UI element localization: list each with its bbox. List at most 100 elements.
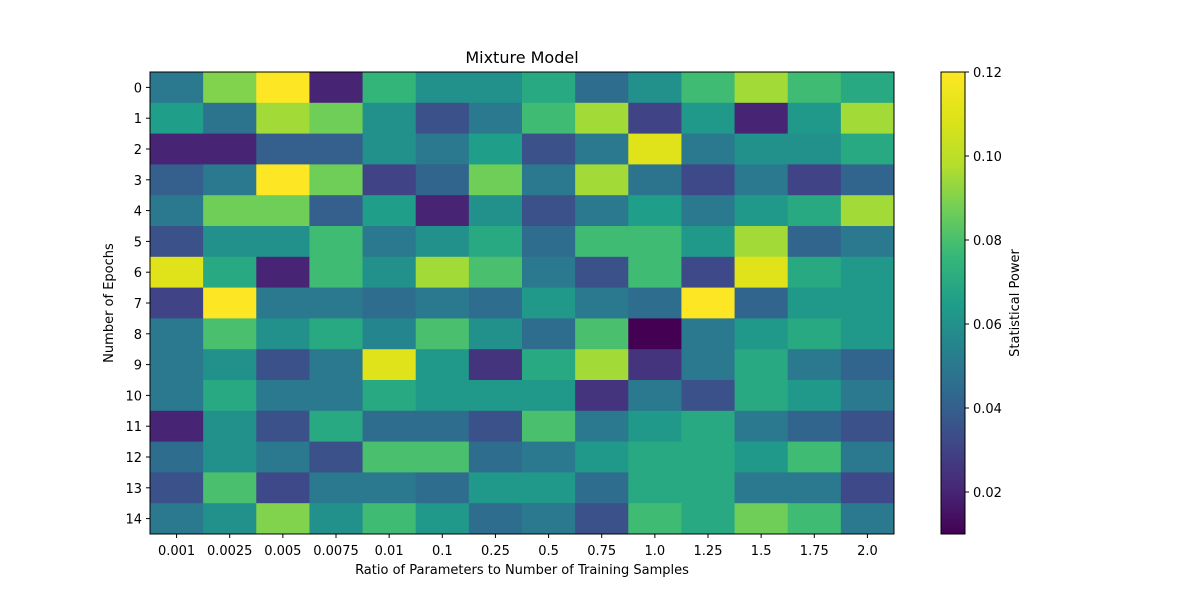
x-tick-label: 0.0025	[207, 544, 253, 559]
heatmap-cell	[522, 256, 576, 289]
heatmap-cell	[681, 318, 736, 350]
heatmap-cell	[840, 72, 895, 104]
heatmap-cell	[203, 226, 257, 258]
heatmap-cell	[840, 287, 895, 319]
heatmap-cell	[256, 410, 310, 443]
heatmap-cell	[787, 195, 842, 227]
heatmap-cell	[415, 287, 470, 319]
heatmap-cell	[362, 195, 417, 227]
heatmap-cell	[681, 164, 736, 196]
heatmap-cell	[256, 380, 310, 412]
heatmap-cell	[734, 164, 789, 196]
heatmap-cell	[575, 441, 629, 473]
heatmap-cell	[309, 195, 364, 227]
x-tick-label: 0.005	[264, 544, 301, 559]
x-tick-label: 0.25	[481, 544, 510, 559]
heatmap-cell	[840, 256, 895, 289]
heatmap-cell	[628, 318, 682, 350]
heatmap-cell	[734, 102, 789, 135]
heatmap-cell	[362, 72, 417, 104]
heatmap-cell	[787, 256, 842, 289]
heatmap-cell	[734, 195, 789, 227]
heatmap-cell	[256, 287, 310, 319]
heatmap-cell	[734, 410, 789, 443]
heatmap-cell	[256, 133, 310, 165]
y-tick-label: 1	[134, 112, 142, 127]
heatmap-cell	[415, 503, 470, 535]
colorbar-tick-label: 0.06	[973, 318, 1002, 333]
heatmap-cell	[468, 72, 523, 104]
y-tick-label: 7	[134, 297, 142, 312]
heatmap-cell	[575, 349, 629, 381]
heatmap-cell	[150, 503, 204, 535]
y-tick-label: 0	[134, 81, 142, 96]
heatmap-cell	[362, 133, 417, 165]
heatmap-cell	[628, 195, 682, 227]
heatmap-cell	[415, 410, 470, 443]
colorbar-tick-label: 0.02	[973, 486, 1002, 501]
x-tick-label: 0.75	[587, 544, 616, 559]
y-tick-label: 2	[134, 143, 142, 158]
heatmap-cell	[256, 256, 310, 289]
heatmap-cell	[628, 287, 682, 319]
x-tick-label: 0.01	[375, 544, 404, 559]
heatmap-cell	[628, 133, 682, 165]
heatmap-cell	[575, 287, 629, 319]
heatmap-cell	[309, 441, 364, 473]
heatmap-cell	[256, 102, 310, 135]
heatmap-cell	[203, 472, 257, 504]
heatmap-cell	[468, 503, 523, 535]
heatmap-cell	[787, 441, 842, 473]
heatmap-cell	[840, 164, 895, 196]
heatmap-cell	[468, 256, 523, 289]
heatmap-cell	[628, 410, 682, 443]
heatmap-cell	[575, 195, 629, 227]
heatmap-cell	[787, 133, 842, 165]
y-axis-label: Number of Epochs	[102, 243, 117, 363]
heatmap-cell	[628, 349, 682, 381]
heatmap-cells	[149, 71, 895, 535]
heatmap-cell	[150, 380, 204, 412]
heatmap-cell	[787, 102, 842, 135]
heatmap-cell	[203, 410, 257, 443]
heatmap-cell	[575, 503, 629, 535]
heatmap-cell	[150, 441, 204, 473]
y-tick-label: 6	[134, 266, 142, 281]
heatmap-cell	[468, 441, 523, 473]
heatmap-cell	[522, 226, 576, 258]
heatmap-cell	[681, 102, 736, 135]
x-tick-label: 1.5	[751, 544, 772, 559]
heatmap-cell	[468, 318, 523, 350]
heatmap-cell	[628, 441, 682, 473]
heatmap-cell	[681, 133, 736, 165]
x-tick-label: 1.25	[694, 544, 723, 559]
heatmap-cell	[415, 72, 470, 104]
heatmap-cell	[681, 195, 736, 227]
colorbar-tick-label: 0.12	[973, 66, 1002, 81]
heatmap-cell	[840, 226, 895, 258]
heatmap-cell	[575, 318, 629, 350]
heatmap-cell	[150, 72, 204, 104]
heatmap-cell	[840, 318, 895, 350]
heatmap-cell	[734, 318, 789, 350]
heatmap-cell	[468, 226, 523, 258]
heatmap-cell	[840, 102, 895, 135]
x-tick-label: 1.75	[800, 544, 829, 559]
heatmap-cell	[309, 380, 364, 412]
heatmap-cell	[787, 226, 842, 258]
heatmap-cell	[362, 318, 417, 350]
x-tick-label: 1.0	[645, 544, 666, 559]
heatmap-cell	[256, 472, 310, 504]
heatmap-cell	[681, 349, 736, 381]
heatmap-cell	[628, 503, 682, 535]
heatmap-cell	[468, 195, 523, 227]
heatmap-cell	[150, 472, 204, 504]
heatmap-cell	[468, 164, 523, 196]
heatmap-cell	[309, 226, 364, 258]
heatmap-cell	[309, 256, 364, 289]
heatmap-cell	[575, 72, 629, 104]
heatmap-cell	[256, 164, 310, 196]
heatmap-cell	[628, 102, 682, 135]
y-tick-label: 9	[134, 359, 142, 374]
heatmap-cell	[362, 503, 417, 535]
